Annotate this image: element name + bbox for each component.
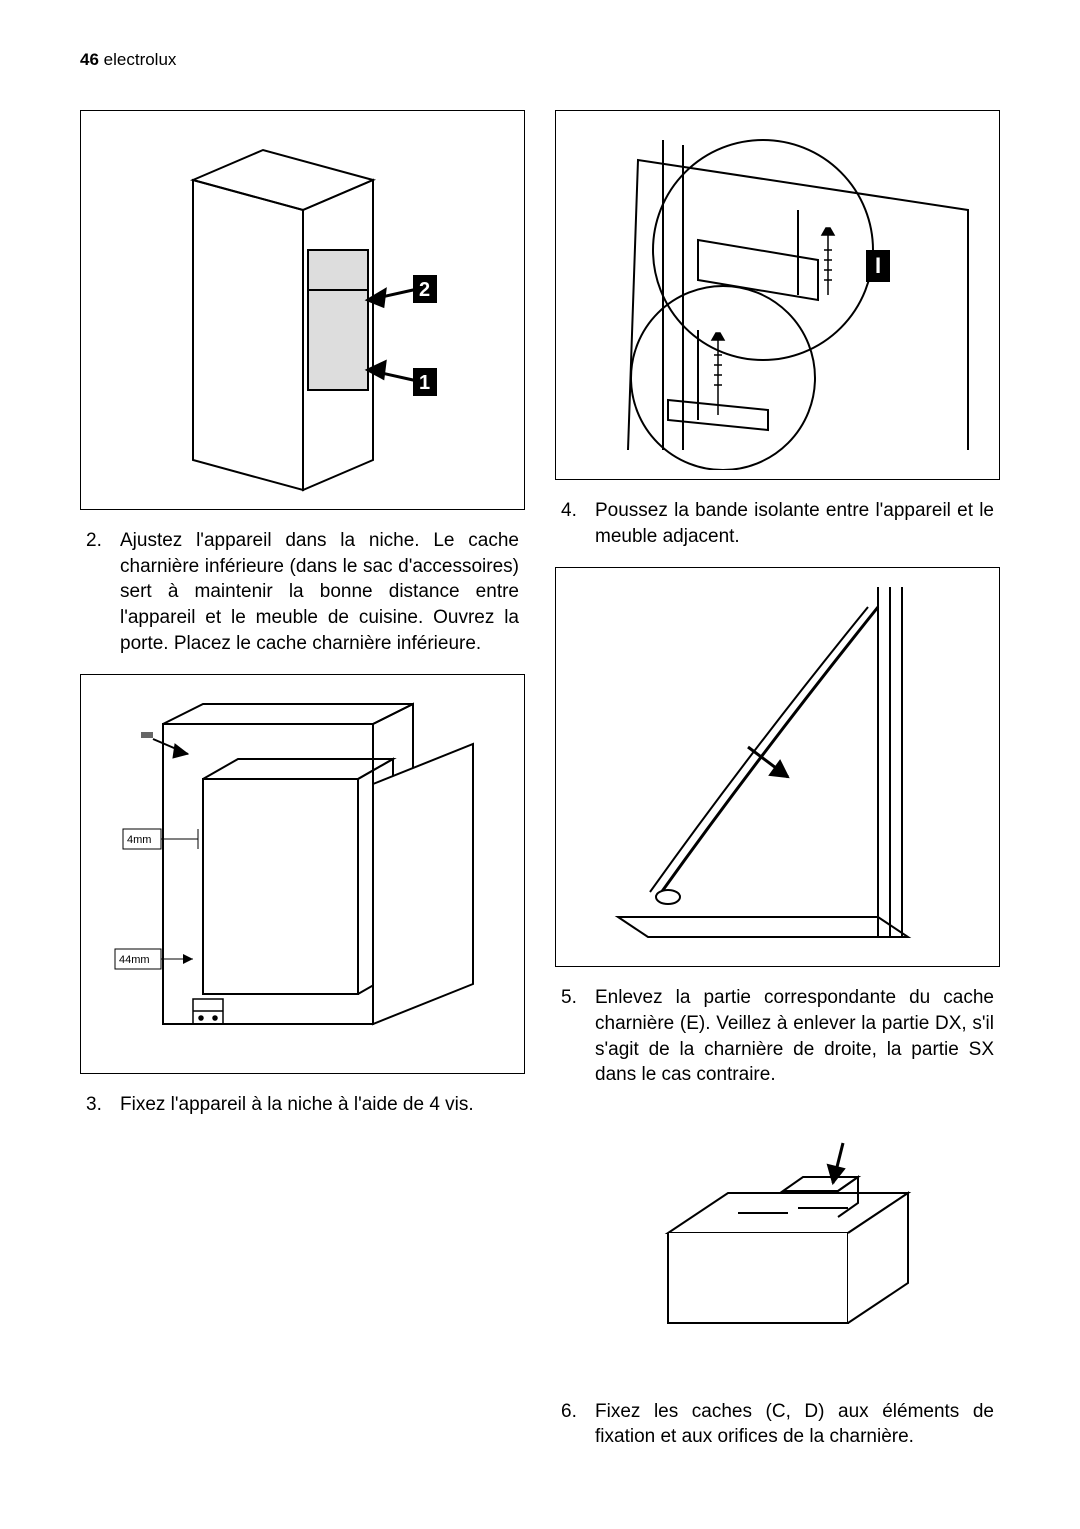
- step-4-text: Poussez la bande isolante entre l'appare…: [595, 498, 994, 549]
- diagram-cabinet-iso: 2 1: [113, 120, 493, 500]
- step-4: 4. Poussez la bande isolante entre l'app…: [555, 498, 1000, 549]
- step-4-number: 4.: [561, 498, 595, 549]
- figure-sealing-strip: [555, 567, 1000, 967]
- figure-hinge-cover: 4mm 44mm: [80, 674, 525, 1074]
- dim-44mm: 44mm: [119, 954, 150, 966]
- figure-hinge-cover-part: [555, 1106, 1000, 1381]
- step-5-text: Enlevez la partie correspondante du cach…: [595, 985, 994, 1088]
- brand-name: electrolux: [104, 50, 177, 69]
- step-3: 3. Fixez l'appareil à la niche à l'aide …: [80, 1092, 525, 1118]
- step-3-number: 3.: [86, 1092, 120, 1118]
- left-column: 2 1 2. Ajustez l'appareil dans la niche.…: [80, 110, 525, 1468]
- step-6-number: 6.: [561, 1399, 595, 1450]
- callout-2: 2: [419, 279, 430, 301]
- step-5: 5. Enlevez la partie correspondante du c…: [555, 985, 1000, 1088]
- step-2: 2. Ajustez l'appareil dans la niche. Le …: [80, 528, 525, 656]
- diagram-strip: [578, 577, 978, 957]
- callout-1: 1: [419, 372, 430, 394]
- right-column: I 4. Poussez la bande isolante entre l'a…: [555, 110, 1000, 1468]
- page-header: 46 electrolux: [80, 50, 1000, 70]
- dim-4mm: 4mm: [127, 834, 151, 846]
- callout-I: I: [875, 253, 881, 278]
- diagram-cover-block: [608, 1113, 948, 1373]
- figure-screw-detail: I: [555, 110, 1000, 480]
- step-2-number: 2.: [86, 528, 120, 656]
- step-6: 6. Fixez les caches (C, D) aux éléments …: [555, 1399, 1000, 1450]
- step-2-text: Ajustez l'appareil dans la niche. Le cac…: [120, 528, 519, 656]
- step-3-text: Fixez l'appareil à la niche à l'aide de …: [120, 1092, 519, 1118]
- step-6-text: Fixez les caches (C, D) aux éléments de …: [595, 1399, 994, 1450]
- figure-adjust-appliance: 2 1: [80, 110, 525, 510]
- diagram-door-open: 4mm 44mm: [93, 684, 513, 1064]
- step-5-number: 5.: [561, 985, 595, 1088]
- diagram-screw-circles: I: [568, 120, 988, 470]
- content-columns: 2 1 2. Ajustez l'appareil dans la niche.…: [80, 110, 1000, 1468]
- page-number: 46: [80, 50, 99, 69]
